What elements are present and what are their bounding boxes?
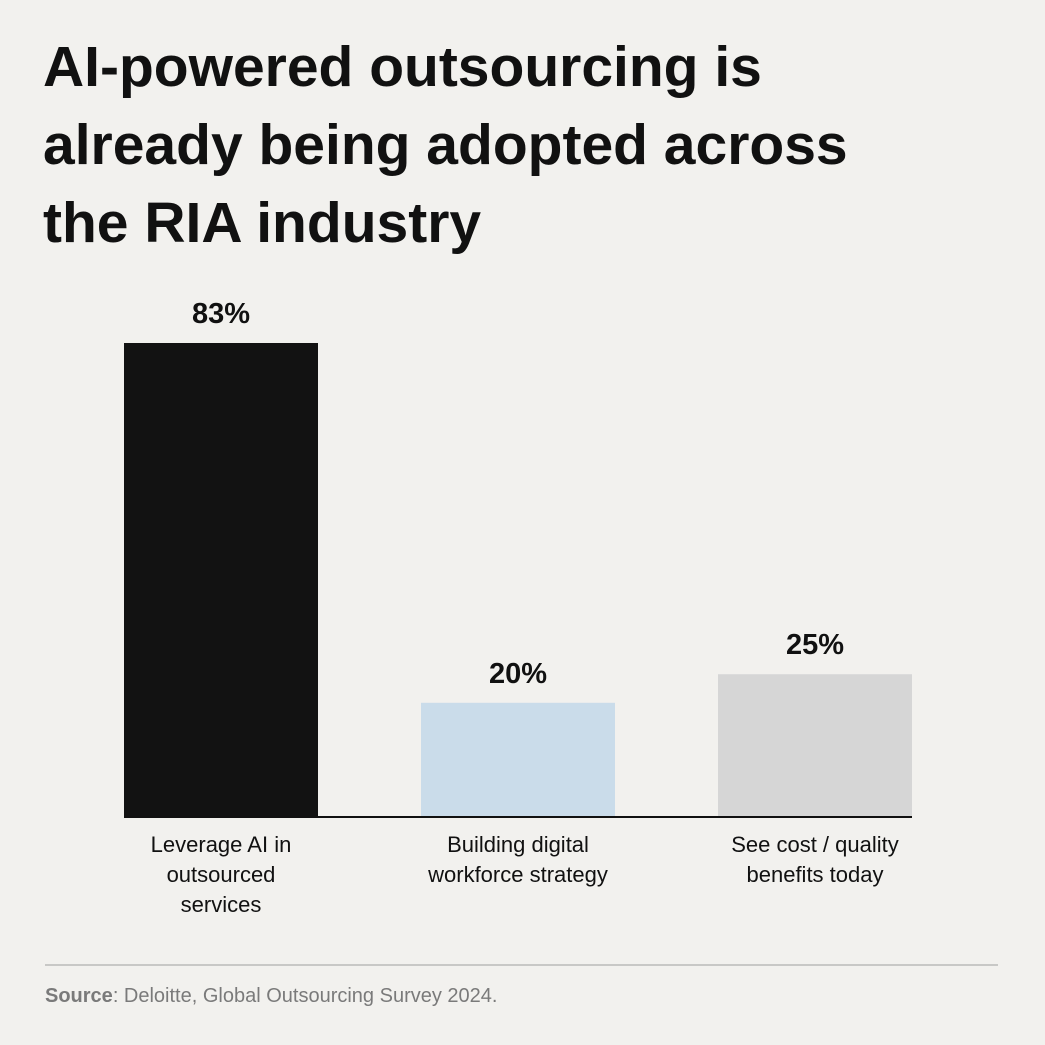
value-label: 25% [785, 629, 845, 662]
x-tick-label: See cost / quality benefits today [731, 832, 899, 887]
bar [718, 674, 912, 817]
divider [45, 964, 998, 966]
x-tick-label: Building digital workforce strategy [428, 832, 608, 887]
chart-title: AI-powered outsourcing is already being … [43, 35, 848, 255]
bar [124, 343, 318, 817]
bar [421, 702, 615, 817]
source-label: Source [45, 985, 113, 1007]
value-label: 20% [488, 657, 548, 690]
source: Source: Deloitte, Global Outsourcing Sur… [45, 985, 497, 1008]
x-tick-label: Leverage AI in outsourced services [150, 832, 292, 917]
value-label: 83% [191, 298, 251, 330]
source-text: : Deloitte, Global Outsourcing Survey 20… [112, 985, 498, 1007]
